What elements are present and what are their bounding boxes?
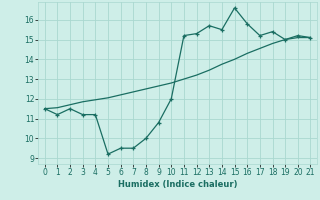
X-axis label: Humidex (Indice chaleur): Humidex (Indice chaleur) [118,180,237,189]
